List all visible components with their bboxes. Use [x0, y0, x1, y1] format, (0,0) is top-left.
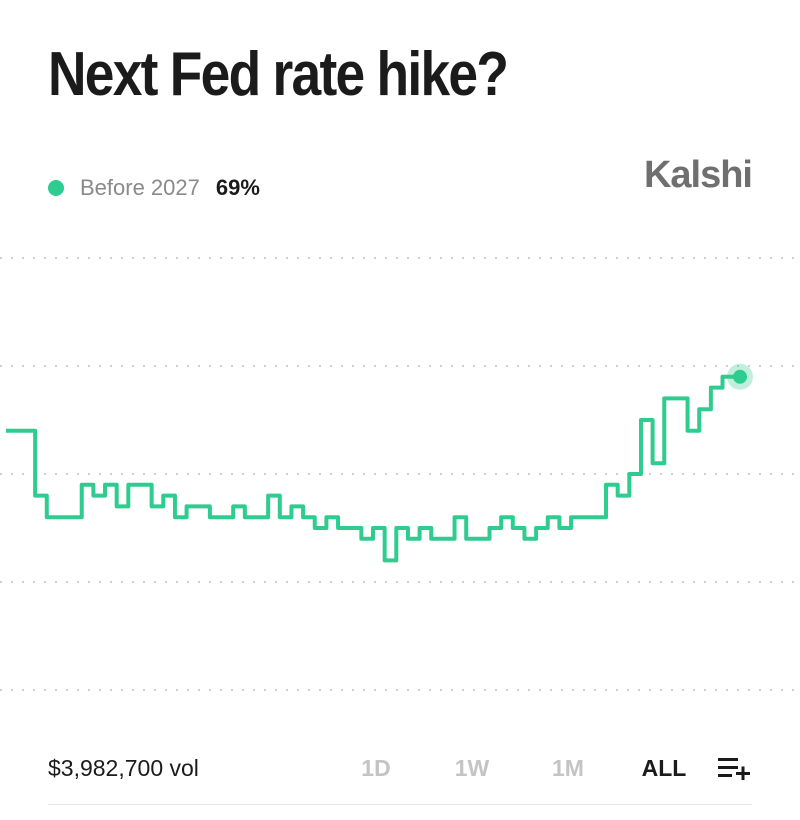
legend-series-value: 69% — [215, 175, 260, 200]
page-title: Next Fed rate hike? — [48, 40, 509, 109]
chart-footer: $3,982,700 vol 1D 1W 1M ALL — [48, 748, 752, 788]
range-button-1d[interactable]: 1D — [361, 754, 391, 781]
list-add-icon[interactable] — [712, 756, 752, 780]
legend-series-name: Before 2027 — [80, 175, 200, 200]
price-chart — [0, 257, 800, 691]
volume-label: $3,982,700 vol — [48, 754, 199, 781]
series-line-before-2027 — [6, 374, 740, 563]
range-button-1m[interactable]: 1M — [552, 754, 584, 781]
current-point — [733, 369, 747, 384]
legend: Before 2027 69% — [48, 172, 260, 204]
footer-divider — [48, 804, 752, 805]
range-button-1w[interactable]: 1W — [454, 754, 490, 781]
legend-marker — [48, 180, 64, 196]
brand-logo: Kalshi — [643, 154, 753, 196]
range-button-all[interactable]: ALL — [641, 754, 687, 781]
chart-grid — [0, 257, 800, 691]
chart-series — [6, 363, 753, 563]
